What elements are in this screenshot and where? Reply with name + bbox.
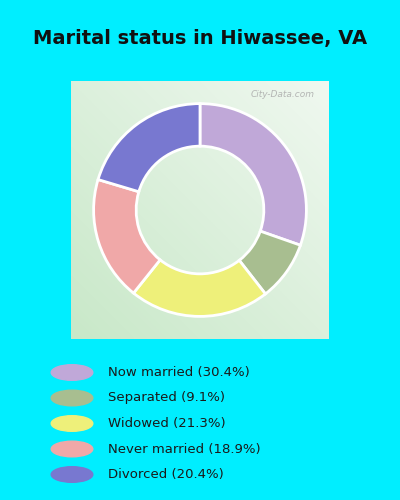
Text: Divorced (20.4%): Divorced (20.4%): [108, 468, 224, 481]
Text: Now married (30.4%): Now married (30.4%): [108, 366, 250, 379]
Wedge shape: [98, 104, 200, 192]
Text: Marital status in Hiwassee, VA: Marital status in Hiwassee, VA: [33, 29, 367, 48]
Circle shape: [51, 416, 93, 432]
Text: City-Data.com: City-Data.com: [250, 90, 314, 98]
Circle shape: [51, 390, 93, 406]
Wedge shape: [200, 104, 306, 245]
Wedge shape: [134, 260, 266, 316]
Circle shape: [51, 466, 93, 482]
Circle shape: [51, 364, 93, 380]
Text: Never married (18.9%): Never married (18.9%): [108, 442, 261, 456]
Text: Widowed (21.3%): Widowed (21.3%): [108, 417, 226, 430]
Text: Separated (9.1%): Separated (9.1%): [108, 392, 225, 404]
Wedge shape: [94, 180, 160, 293]
Wedge shape: [239, 231, 300, 294]
Circle shape: [51, 441, 93, 457]
